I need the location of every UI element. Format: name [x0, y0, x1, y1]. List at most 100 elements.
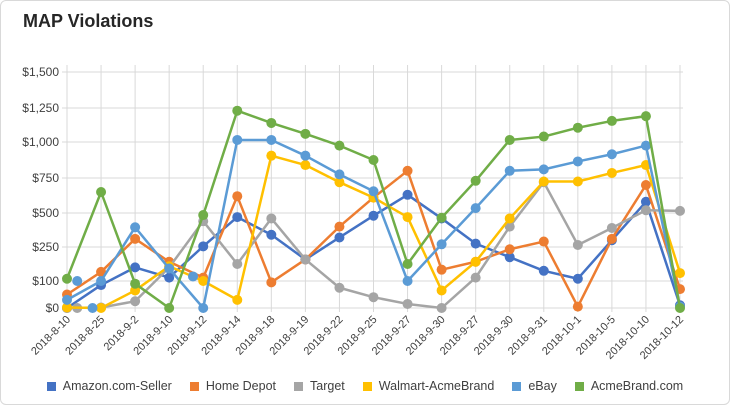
data-point [504, 134, 515, 145]
data-point [198, 210, 209, 221]
legend-label: eBay [528, 379, 557, 393]
data-point [572, 239, 583, 250]
data-point [266, 277, 277, 288]
data-point [402, 259, 413, 269]
legend-swatch [189, 381, 199, 391]
data-point [436, 285, 447, 296]
data-point [164, 303, 175, 313]
data-point [130, 278, 141, 289]
series-acmebrand-com [62, 105, 685, 313]
data-point [606, 149, 617, 160]
data-point [87, 303, 98, 313]
data-point [640, 111, 651, 122]
legend-item: Target [294, 379, 345, 393]
data-point [640, 205, 651, 216]
data-point [266, 150, 277, 161]
data-point [334, 282, 345, 293]
legend-swatch [362, 381, 372, 391]
data-point [232, 294, 243, 305]
data-point [436, 212, 447, 223]
data-point [402, 212, 413, 223]
y-tick-label: $1,250 [22, 101, 59, 115]
legend-label: Target [310, 379, 345, 393]
data-point [334, 140, 345, 151]
y-tick-label: $500 [32, 206, 59, 220]
data-point [470, 238, 481, 249]
data-point [572, 122, 583, 133]
data-point [572, 156, 583, 167]
data-point [504, 213, 515, 224]
data-point [232, 259, 243, 269]
data-point [606, 167, 617, 178]
chart-title: MAP Violations [23, 11, 154, 31]
data-point [640, 196, 651, 207]
data-point [334, 177, 345, 188]
y-tick-label: $100 [32, 274, 59, 288]
data-point [572, 176, 583, 187]
data-point [130, 296, 141, 307]
legend-swatch [574, 381, 584, 391]
data-point [130, 233, 141, 244]
data-point [402, 298, 413, 309]
data-point [538, 265, 549, 276]
data-point [402, 165, 413, 176]
grid-lines [62, 65, 683, 312]
data-point [368, 155, 379, 165]
data-point [470, 203, 481, 214]
data-point [62, 273, 72, 284]
legend-item: eBay [512, 379, 557, 393]
legend-swatch [294, 381, 304, 391]
y-axis-tick-labels: $0 $100 $250 $500 $750 $1,000 $1,250 $1,500 [22, 65, 59, 315]
data-point [640, 180, 651, 190]
data-point [232, 105, 243, 116]
data-point [164, 272, 175, 283]
data-point [504, 221, 515, 232]
data-point [504, 244, 515, 255]
data-point [300, 160, 311, 171]
legend-label: Walmart-AcmeBrand [378, 379, 495, 393]
data-point [188, 271, 199, 282]
data-point [368, 210, 379, 221]
data-point [198, 303, 209, 313]
series-layer [62, 105, 685, 313]
y-tick-label: $0 [46, 301, 60, 315]
y-tick-label: $1,500 [22, 65, 59, 79]
data-point [334, 169, 345, 180]
data-point [96, 187, 107, 197]
y-tick-label: $250 [32, 240, 59, 254]
data-point [368, 186, 379, 197]
data-point [62, 302, 72, 313]
data-point [266, 213, 277, 224]
legend-item: AcmeBrand.com [574, 379, 684, 393]
data-point [72, 276, 83, 286]
data-point [436, 303, 447, 313]
data-point [164, 263, 175, 274]
data-point [606, 233, 617, 244]
data-point [300, 254, 311, 265]
y-tick-label: $1,000 [22, 135, 59, 149]
data-point [368, 292, 379, 303]
data-point [62, 294, 72, 305]
data-point [198, 276, 209, 286]
data-point [300, 150, 311, 161]
legend-label: Home Depot [205, 379, 277, 393]
data-point [675, 303, 685, 313]
data-point [232, 212, 243, 223]
data-point [504, 165, 515, 176]
legend-label: AcmeBrand.com [590, 379, 684, 393]
data-point [334, 232, 345, 243]
data-point [334, 221, 345, 232]
data-point [504, 252, 515, 263]
data-point [402, 189, 413, 200]
legend-item: Amazon.com-Seller [46, 379, 172, 393]
data-point [266, 134, 277, 145]
data-point [96, 266, 107, 277]
data-point [198, 241, 209, 252]
data-point [300, 128, 311, 139]
data-point [675, 205, 685, 216]
data-point [606, 222, 617, 233]
data-point [232, 134, 243, 145]
data-point [266, 117, 277, 128]
data-point [675, 268, 685, 279]
